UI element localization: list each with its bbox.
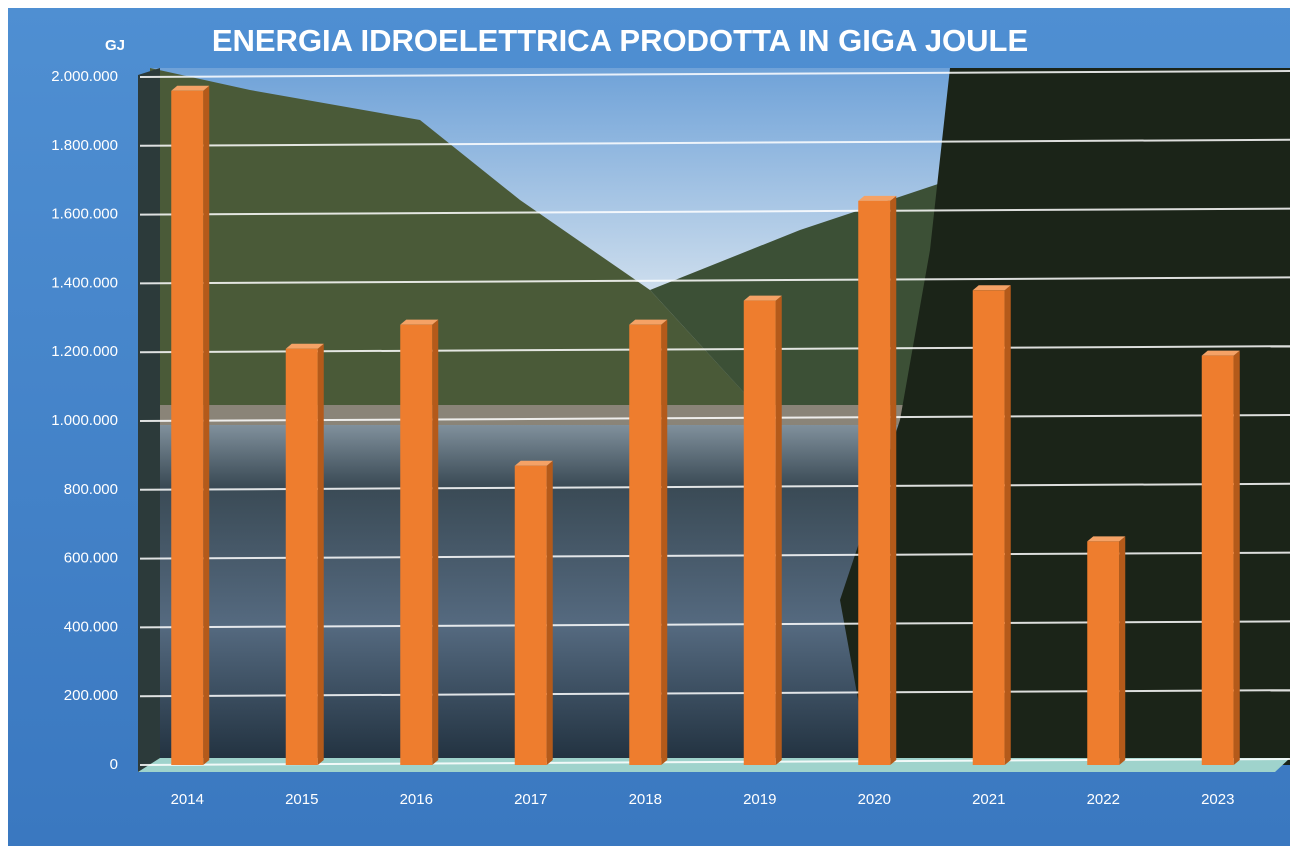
x-tick-label: 2022 [1087,791,1120,808]
bar-top [629,319,668,325]
y-tick-label: 600.000 [64,550,118,567]
y-tick-label: 1.400.000 [51,274,118,291]
bar [858,200,891,766]
grid-line [139,345,1291,354]
x-tick-label: 2017 [514,791,547,808]
bar-top [858,195,897,201]
grid-line [139,482,1291,491]
grid-line [139,70,1291,78]
y-tick-label: 1.600.000 [51,206,118,223]
x-tick-label: 2019 [743,791,776,808]
bar [285,348,318,765]
y-tick-label: 400.000 [64,618,118,635]
bar-side [661,319,668,765]
grid-line [139,207,1291,216]
bar-side [203,85,210,765]
grid-line [139,276,1291,285]
bar-side [432,319,439,765]
x-tick-label: 2014 [171,791,204,808]
bar-side [890,195,897,766]
bar [629,324,662,765]
bar-top [1201,350,1240,356]
bar-top [972,285,1011,291]
bar-side [1233,350,1240,765]
x-tick-label: 2023 [1201,791,1234,808]
bar-top [743,295,782,301]
photo-mountain-left [150,68,760,410]
x-tick-label: 2015 [285,791,318,808]
bar [972,290,1005,765]
bar-top [171,85,210,91]
y-tick-label: 2.000.000 [51,68,118,85]
bar [400,324,433,765]
bar-top [400,319,439,325]
grid-line [139,414,1291,422]
y-tick-label: 1.200.000 [51,343,118,360]
x-tick-label: 2020 [858,791,891,808]
bar-top [1087,536,1126,542]
bar [171,90,204,765]
bar-top [514,460,553,466]
bar-side [546,460,553,765]
bar-top [285,343,324,349]
bar [1201,355,1234,765]
y-tick-label: 800.000 [64,481,118,498]
photo-shore [150,405,930,425]
bar [743,300,776,765]
y-tick-label: 1.000.000 [51,412,118,429]
x-tick-label: 2018 [629,791,662,808]
x-tick-label: 2016 [400,791,433,808]
chart-title: ENERGIA IDROELETTRICA PRODOTTA IN GIGA J… [212,23,1028,58]
bar-side [1119,536,1126,765]
x-tick-label: 2021 [972,791,1005,808]
bar-side [1004,285,1011,765]
y-tick-label: 0 [110,756,118,773]
bar-side [775,295,782,765]
bar [1087,541,1120,765]
bar-side [317,343,324,765]
y-tick-label: 200.000 [64,687,118,704]
grid-line [139,138,1291,147]
y-axis-label: GJ [105,37,125,54]
y-tick-label: 1.800.000 [51,137,118,154]
bar [514,465,547,765]
